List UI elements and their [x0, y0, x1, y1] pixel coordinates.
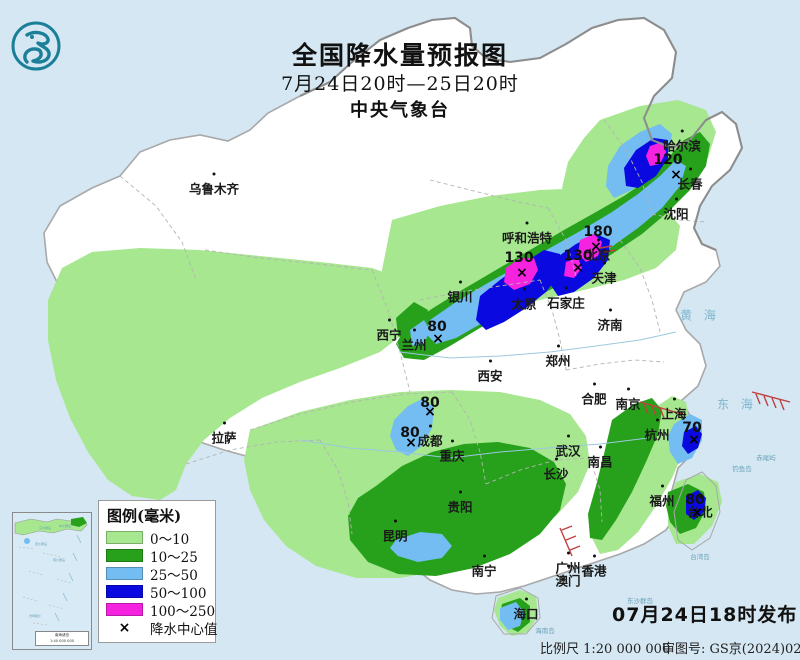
precipitation-center-marker-icon: × [572, 260, 584, 276]
precipitation-center-marker-icon: × [432, 331, 444, 347]
inset-scale-line1: 南海诸岛 [54, 633, 70, 638]
wind-barb-symbols [559, 245, 791, 557]
center-marker-icon: × [118, 619, 131, 636]
legend-label: 100～250 [150, 603, 216, 620]
precipitation-center-value: 80 [685, 492, 705, 508]
legend-rows: 0～10 10～25 25～50 50～100 100～250 [106, 529, 215, 620]
inset-canvas: 东沙群岛 中沙群岛 西沙群岛 南沙群岛 曾母暗沙 [13, 513, 89, 647]
precipitation-center-value: 80 [420, 395, 440, 411]
precipitation-center-marker-icon: × [691, 505, 703, 521]
legend-row: 50～100 [106, 583, 209, 602]
precipitation-center-value: 80 [400, 425, 420, 441]
legend-swatch [106, 549, 143, 562]
province-borders [119, 119, 707, 535]
island-label: 钓鱼岛 [732, 465, 752, 473]
legend-label: 50～100 [150, 585, 207, 602]
inset-scale-line2: 1:40 000 000 [49, 638, 75, 643]
svg-text:曾母暗沙: 曾母暗沙 [29, 613, 41, 618]
page-title: 全国降水量预报图 [291, 41, 508, 70]
center-marker-label: 降水中心值 [150, 621, 218, 638]
legend-center-marker-row: × 降水中心值 [106, 619, 218, 638]
legend-row: 10～25 [106, 547, 209, 566]
legend-swatch [106, 585, 143, 598]
svg-text:西沙群岛: 西沙群岛 [35, 541, 47, 546]
legend-row: 0～10 [106, 529, 209, 548]
svg-text:南沙群岛: 南沙群岛 [53, 557, 65, 562]
precipitation-center-marker-icon: × [405, 435, 417, 451]
rivers [299, 331, 677, 459]
band-100-250 [504, 142, 666, 290]
precipitation-center-value: 180 [583, 224, 613, 240]
inset-scale-label: 南海诸岛 1:40 000 000 [35, 631, 89, 646]
legend-title: 图例(毫米) [107, 507, 182, 525]
island-label: 东沙群岛 [627, 597, 653, 605]
precipitation-center-marker-icon: × [688, 432, 700, 448]
legend-swatch [106, 567, 143, 580]
national-border [299, 16, 744, 251]
approval-number: 审图号: GS京(2024)0236号 [662, 642, 800, 657]
legend-label: 0～10 [150, 531, 190, 548]
legend-swatch [106, 531, 143, 544]
legend-swatch [106, 603, 143, 616]
cma-dragon-logo [11, 21, 61, 71]
legend-row: 100～250 [106, 601, 215, 620]
island-label: 海南岛 [535, 627, 555, 635]
precipitation-center-marker-icon: × [590, 239, 602, 255]
forecast-period: 7月24日20时—25日20时 [281, 72, 519, 95]
precipitation-center-marker-icon: × [516, 265, 528, 281]
precipitation-center-value: 80 [427, 319, 447, 335]
legend-label: 25～50 [150, 567, 198, 584]
legend-label: 10～25 [150, 549, 198, 566]
svg-text:东沙群岛: 东沙群岛 [39, 525, 51, 530]
island-label: 台湾岛 [690, 553, 710, 561]
legend-box: 图例(毫米) 0～10 10～25 25～50 50～100 100～250 × 降水中… [98, 500, 218, 643]
release-time: 07月24日18时发布 [612, 604, 798, 626]
title-block: 全国降水量预报图 7月24日20时—25日20时 中央气象台 [0, 41, 800, 123]
sea-label: 东 海 [717, 397, 757, 412]
map-scale: 比例尺 1:20 000 000 [540, 642, 671, 657]
svg-text:中沙群岛: 中沙群岛 [59, 523, 71, 528]
issuing-organization: 中央气象台 [350, 100, 450, 122]
island-label: 赤尾屿 [756, 454, 776, 462]
precipitation-center-value: 130 [504, 250, 534, 266]
precipitation-center-marker-icon: × [670, 167, 682, 183]
sea-label: 黄 海 [680, 308, 720, 323]
precipitation-center-value: 130 [563, 248, 593, 264]
south-china-sea-inset: 东沙群岛 中沙群岛 西沙群岛 南沙群岛 曾母暗沙 南海诸岛 1:40 000 0… [12, 512, 92, 650]
precipitation-center-value: 70 [682, 420, 702, 436]
precipitation-center-value: 120 [653, 152, 683, 168]
islands-layer [491, 471, 721, 635]
precipitation-center-marker-icon: × [424, 404, 436, 420]
legend-row: 25～50 [106, 565, 209, 584]
